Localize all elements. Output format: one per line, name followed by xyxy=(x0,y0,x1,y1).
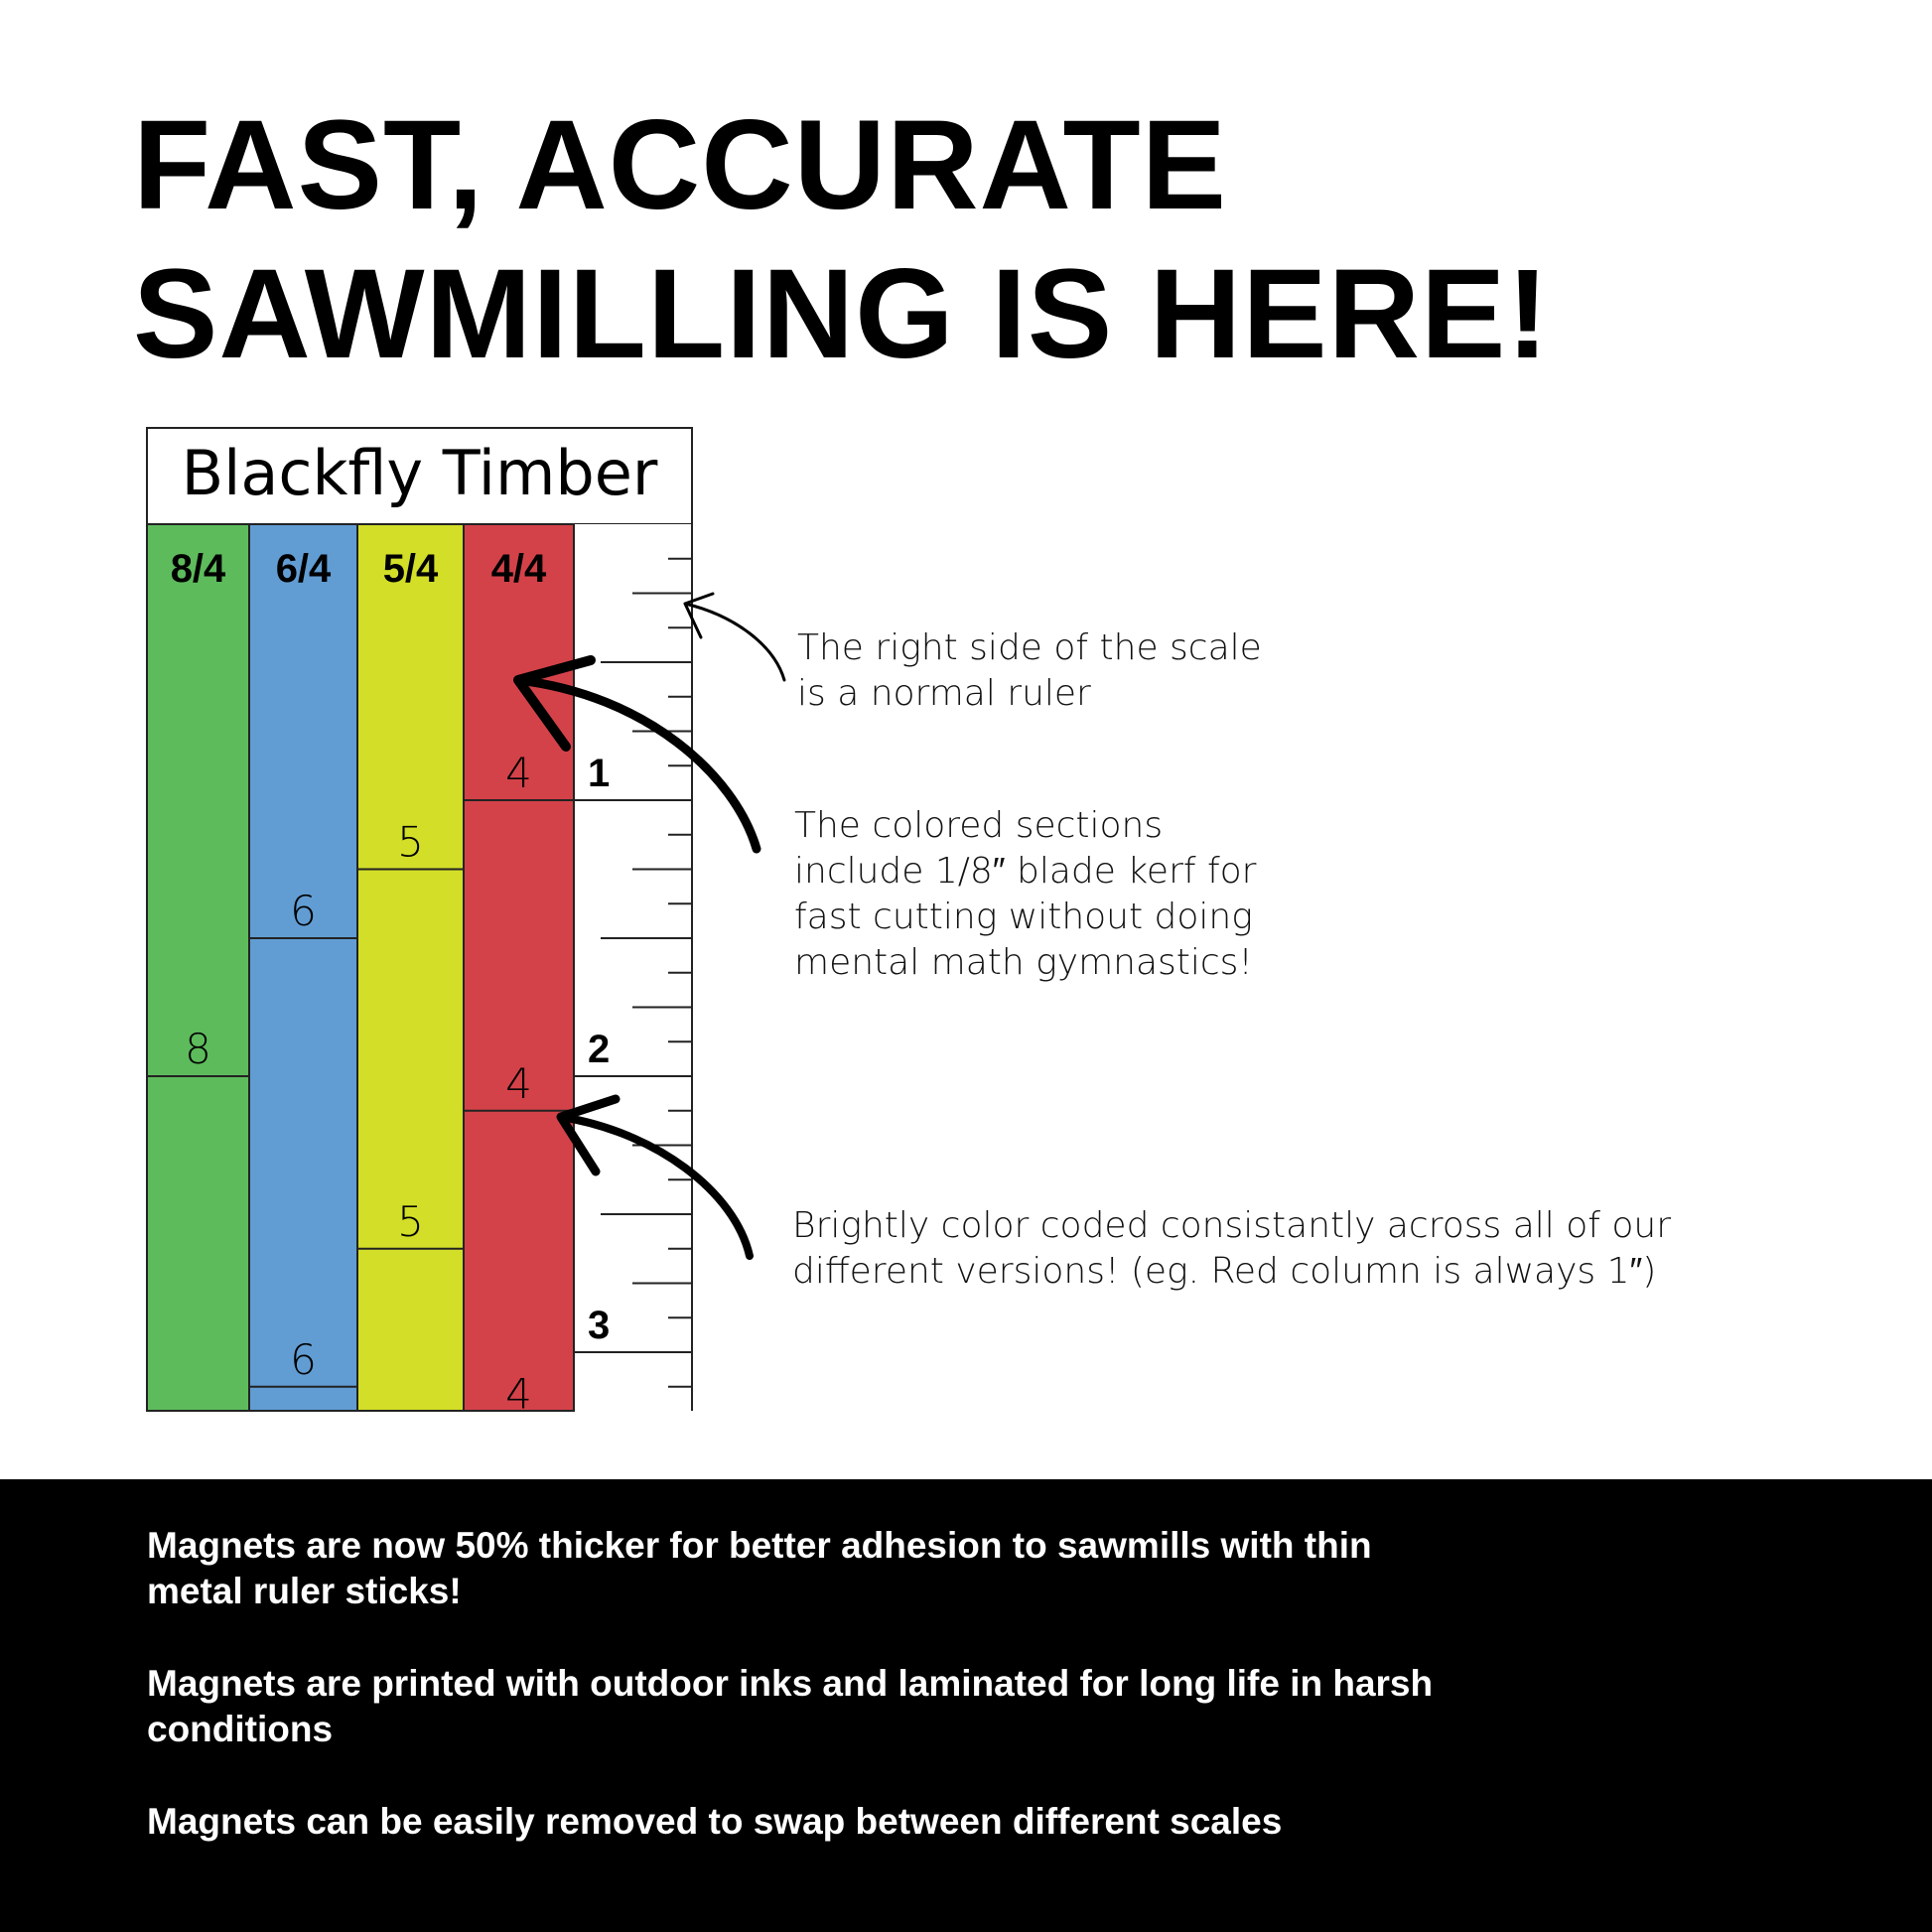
headline-line-2: SAWMILLING IS HERE! xyxy=(133,243,1550,385)
section-label: 4 xyxy=(505,749,532,797)
section-label: 5 xyxy=(397,1197,424,1246)
column-4/4 xyxy=(463,523,575,1412)
features-panel: Magnets are now 50% thicker for better a… xyxy=(0,1479,1932,1932)
section-label: 6 xyxy=(290,887,317,935)
annotation-line: different versions! (eg. Red column is a… xyxy=(792,1251,1657,1292)
annotation-line: fast cutting without doing xyxy=(794,897,1253,937)
column-header: 5/4 xyxy=(383,547,439,591)
annotation-kerf: The colored sections include 1/8″ blade … xyxy=(794,803,1257,986)
annotation-color: Brightly color coded consistantly across… xyxy=(792,1203,1671,1295)
arrow-icon xyxy=(683,592,786,682)
annotation-ruler: The right side of the scale is a normal … xyxy=(797,625,1262,717)
annotation-line: The colored sections xyxy=(794,805,1164,846)
annotation-line: mental math gymnastics! xyxy=(794,942,1253,983)
section-label: 6 xyxy=(290,1335,317,1384)
feature-text: Magnets are printed with outdoor inks an… xyxy=(147,1663,1434,1749)
section-label: 5 xyxy=(397,818,424,867)
column-6/4 xyxy=(248,523,358,1412)
brand-name: Blackfly Timber xyxy=(182,437,658,509)
arrow-icon xyxy=(556,1094,621,1176)
column-8/4 xyxy=(146,523,250,1412)
ruler-number: 2 xyxy=(588,1028,610,1071)
column-header: 6/4 xyxy=(276,547,332,591)
annotation-line: is a normal ruler xyxy=(797,673,1091,714)
ruler-number: 1 xyxy=(588,752,610,795)
column-5/4 xyxy=(356,523,465,1412)
section-label: 4 xyxy=(505,1059,532,1108)
ruler-number: 3 xyxy=(588,1304,610,1347)
section-label: 4 xyxy=(505,1370,532,1419)
annotation-line: The right side of the scale xyxy=(797,627,1262,668)
column-header: 8/4 xyxy=(171,547,226,591)
headline-line-1: FAST, ACCURATE xyxy=(133,94,1227,236)
arrow-icon xyxy=(513,655,596,752)
annotation-line: include 1/8″ blade kerf for xyxy=(794,851,1257,892)
column-header: 4/4 xyxy=(491,547,547,591)
section-label: 8 xyxy=(185,1025,211,1073)
annotation-line: Brightly color coded consistantly across… xyxy=(792,1205,1672,1246)
arrow-icon xyxy=(513,675,761,854)
sawmill-scale-illustration: Blackfly Timber 8/4 8 6/4 6 6 5/4 5 5 4/4 4 4 4 1 2 3 xyxy=(146,427,786,1419)
feature-text: Magnets can be easily removed to swap be… xyxy=(147,1801,1283,1842)
headline: FAST, ACCURATE SAWMILLING IS HERE! xyxy=(133,91,1550,389)
feature-text: Magnets are now 50% thicker for better a… xyxy=(147,1525,1372,1611)
arrow-icon xyxy=(557,1113,754,1260)
ruler-strip xyxy=(574,524,692,1411)
